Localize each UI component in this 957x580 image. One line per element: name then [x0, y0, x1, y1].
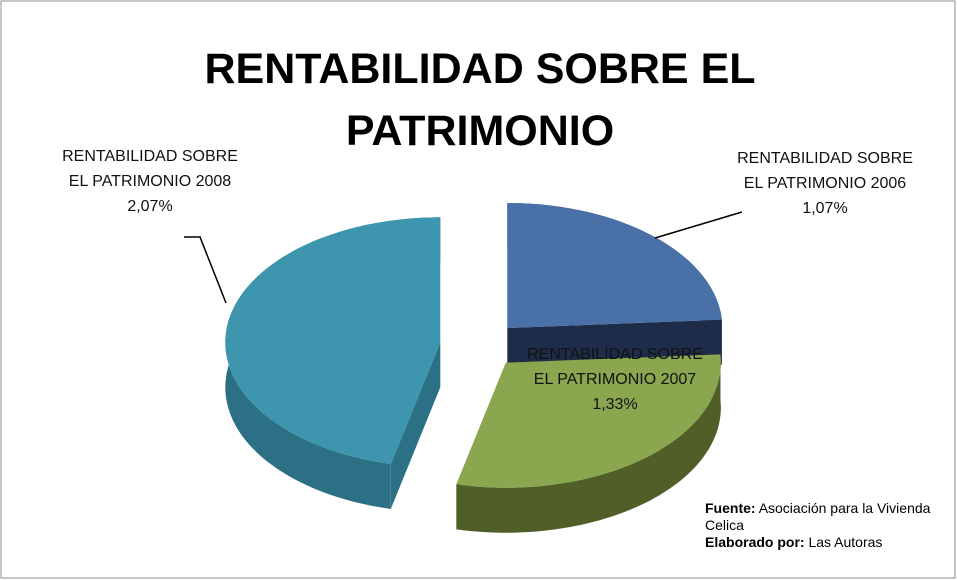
source-label: Fuente: [705, 500, 756, 516]
label-category: RENTABILIDAD SOBRE EL PATRIMONIO 2006 [737, 150, 913, 192]
label-value: 2,07% [127, 198, 173, 215]
label-value: 1,33% [592, 396, 638, 413]
data-label: RENTABILIDAD SOBRE EL PATRIMONIO 2006 1,… [730, 146, 920, 221]
slice-side [390, 342, 441, 509]
data-label: RENTABILIDAD SOBRE EL PATRIMONIO 2008 2,… [55, 144, 245, 219]
label-value: 1,07% [802, 200, 848, 217]
source-text: Asociación para la Vivienda Celica [705, 500, 931, 533]
slice [507, 203, 722, 328]
pie [225, 203, 722, 533]
chart-title: RENTABILIDAD SOBRE EL PATRIMONIO [204, 45, 756, 155]
author-text: Las Autoras [808, 534, 883, 550]
leader-line [184, 236, 227, 304]
slice [225, 217, 441, 464]
source-note: Fuente: Asociación para la Vivienda Celi… [705, 500, 955, 551]
label-category: RENTABILIDAD SOBRE EL PATRIMONIO 2008 [62, 148, 238, 190]
author-label: Elaborado por: [705, 534, 805, 550]
slice-side [456, 354, 721, 533]
leader-line [654, 211, 743, 239]
slice [456, 354, 721, 488]
data-label: RENTABILIDAD SOBRE EL PATRIMONIO 2007 1,… [520, 342, 710, 417]
label-category: RENTABILIDAD SOBRE EL PATRIMONIO 2007 [527, 346, 703, 388]
